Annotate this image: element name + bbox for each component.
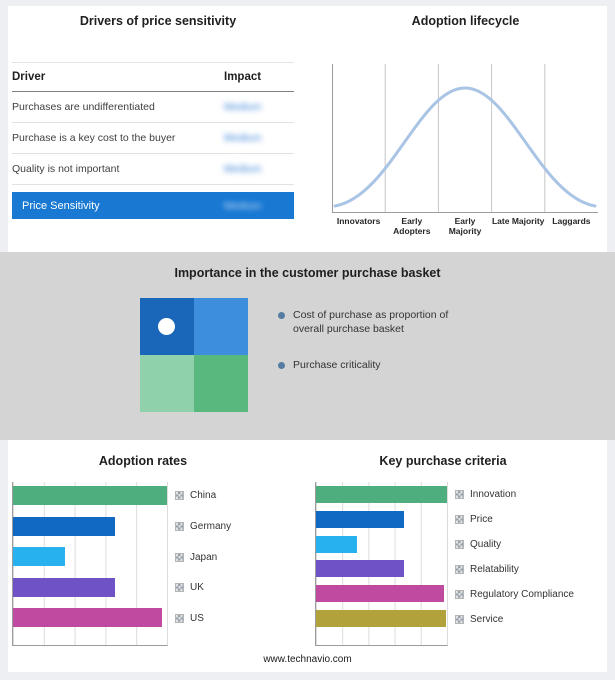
bar-uk: [13, 577, 115, 597]
table-row: Quality is not important Medium: [12, 154, 294, 185]
purchase-basket-section: Importance in the customer purchase bask…: [0, 252, 615, 440]
legend-item-germany: Germany: [175, 517, 231, 536]
price-sensitivity-summary-row: Price Sensitivity Medium: [12, 192, 294, 219]
legend-item-relatability: Relatability: [455, 561, 574, 578]
stage-label: Early Adopters: [393, 216, 431, 237]
adoption-rates-plot-area: [12, 482, 168, 646]
legend-item-china: China: [175, 486, 231, 505]
impact-cell-redacted: Medium: [224, 163, 262, 175]
bar-china: [13, 486, 167, 505]
summary-label: Price Sensitivity: [22, 199, 100, 212]
basket-legend: Cost of purchase as proportion of overal…: [278, 308, 493, 373]
bar-japan: [13, 547, 66, 566]
table-row: Purchases are undifferentiated Medium: [12, 92, 294, 123]
quadrant-bottom-left: [140, 355, 194, 412]
legend-label: US: [190, 613, 204, 624]
bell-curve: [333, 86, 597, 208]
quadrant-chart: [140, 298, 248, 412]
impact-cell-redacted: Medium: [224, 101, 262, 113]
impact-cell-redacted: Medium: [224, 132, 262, 144]
bar-us: [13, 608, 163, 627]
hatch-swatch-icon: [175, 521, 184, 531]
legend-label: Germany: [190, 520, 232, 532]
quadrant-bottom-right: [194, 355, 248, 412]
top-section: Drivers of price sensitivity Driver Impa…: [8, 6, 607, 252]
legend-text: Purchase criticality: [293, 359, 381, 372]
key-purchase-criteria-plot-area: [315, 482, 448, 646]
drivers-table: Driver Impact Purchases are undifferenti…: [12, 62, 294, 219]
hatch-swatch-icon: [455, 590, 464, 599]
bar-relatability: [316, 560, 404, 578]
key-purchase-criteria-title: Key purchase criteria: [379, 454, 507, 468]
stage-label: Late Majority: [491, 216, 545, 226]
position-marker-dot: [158, 318, 175, 335]
bar-regulatory-compliance: [316, 585, 445, 603]
legend-label: Innovation: [470, 489, 517, 500]
legend-label: Relatability: [470, 564, 519, 575]
stage-label: Innovators: [336, 216, 381, 226]
legend-label: UK: [190, 582, 204, 594]
legend-item-innovation: Innovation: [455, 486, 574, 503]
key-purchase-criteria-legend: Innovation Price Quality Relatability Regula…: [455, 482, 574, 646]
driver-cell: Purchases are undifferentiated: [12, 101, 155, 113]
stage-label: Laggards: [552, 216, 591, 226]
adoption-rates-chart: China Germany Japan UK US: [12, 482, 231, 646]
legend-label: China: [190, 490, 217, 501]
hatch-swatch-icon: [455, 540, 464, 549]
legend-item-japan: Japan: [175, 548, 231, 567]
adoption-rates-title: Adoption rates: [98, 454, 188, 468]
bar-price: [316, 510, 404, 528]
hatch-swatch-icon: [175, 614, 184, 623]
drivers-of-price-sensitivity-panel: Drivers of price sensitivity Driver Impa…: [8, 6, 308, 252]
legend-item-uk: UK: [175, 578, 231, 597]
legend-item-price: Price: [455, 511, 574, 528]
legend-item-regulatory-compliance: Regulatory Compliance: [455, 586, 574, 603]
legend-item-service: Service: [455, 611, 574, 628]
legend-text: Cost of purchase as proportion of overal…: [293, 309, 449, 336]
legend-label: Price: [470, 514, 493, 525]
lifecycle-title: Adoption lifecycle: [411, 14, 520, 28]
hatch-swatch-icon: [175, 491, 184, 500]
stage-label: Early Majority: [448, 216, 482, 237]
adoption-lifecycle-panel: Adoption lifecycle Innovators Early Adop…: [324, 6, 607, 252]
hatch-swatch-icon: [455, 515, 464, 524]
legend-label: Service: [470, 614, 504, 625]
hatch-swatch-icon: [175, 583, 184, 593]
bottom-section: Adoption rates Key purchase criteria Chi…: [8, 440, 607, 672]
hatch-swatch-icon: [455, 490, 464, 499]
lifecycle-stage-labels: Innovators Early Adopters Early Majority…: [332, 216, 598, 236]
driver-cell: Purchase is a key cost to the buyer: [12, 132, 176, 144]
bar-germany: [13, 516, 115, 536]
purchase-basket-title: Importance in the customer purchase bask…: [174, 266, 441, 280]
driver-cell: Quality is not important: [12, 163, 120, 175]
legend-item: Cost of purchase as proportion of overal…: [278, 308, 493, 336]
column-header-impact: Impact: [224, 71, 262, 83]
bar-quality: [316, 535, 357, 553]
hatch-swatch-icon: [455, 615, 464, 624]
legend-label: Japan: [190, 551, 218, 563]
legend-label: Quality: [470, 539, 502, 550]
table-row: Purchase is a key cost to the buyer Medi…: [12, 123, 294, 154]
bar-innovation: [316, 486, 447, 503]
key-purchase-criteria-chart: Innovation Price Quality Relatability Regula…: [315, 482, 574, 646]
quadrant-top-right: [194, 298, 248, 355]
adoption-rates-legend: China Germany Japan UK US: [175, 482, 231, 646]
drivers-title: Drivers of price sensitivity: [79, 14, 237, 28]
hatch-swatch-icon: [455, 565, 464, 574]
table-header-row: Driver Impact: [12, 62, 294, 92]
bell-curve-chart: [332, 64, 598, 213]
bar-service: [316, 609, 446, 627]
bullet-icon: [278, 312, 285, 319]
summary-impact-redacted: Medium: [224, 199, 262, 212]
column-header-driver: Driver: [12, 71, 46, 83]
hatch-swatch-icon: [175, 552, 184, 562]
legend-item-us: US: [175, 609, 231, 628]
legend-label: Regulatory Compliance: [470, 589, 574, 600]
legend-item-quality: Quality: [455, 536, 574, 553]
bullet-icon: [278, 362, 285, 370]
legend-item: Purchase criticality: [278, 358, 493, 372]
website-link: www.technavio.com: [263, 654, 352, 665]
